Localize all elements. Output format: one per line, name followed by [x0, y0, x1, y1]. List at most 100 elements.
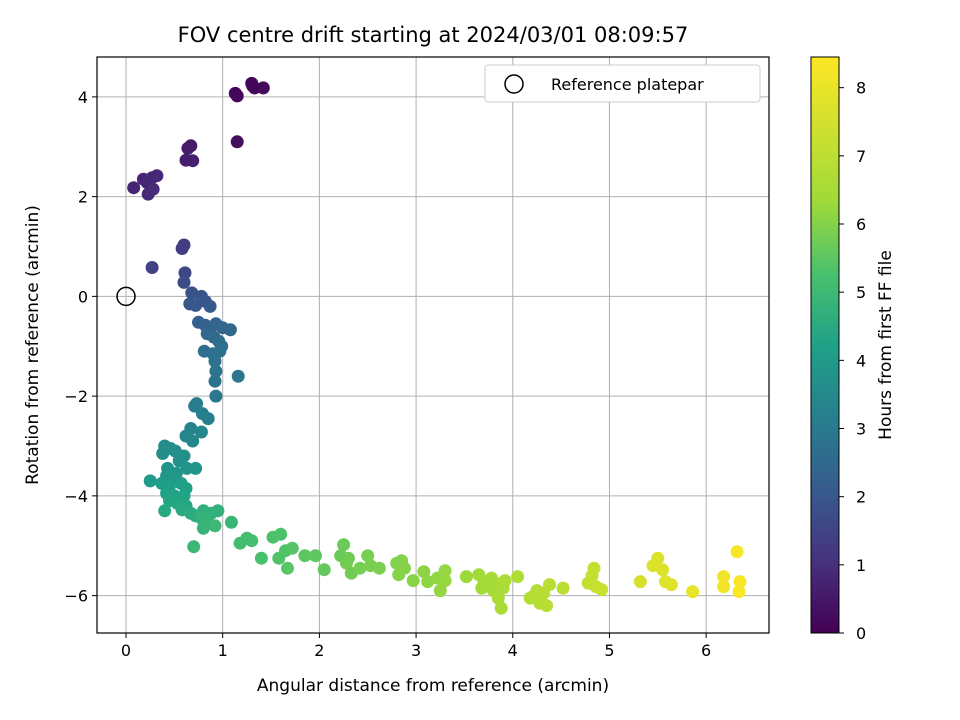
data-point	[511, 570, 525, 584]
grid-lines	[97, 57, 769, 633]
colorbar-tick-label: 3	[856, 420, 866, 439]
data-point	[406, 574, 420, 588]
y-tick-label: −6	[64, 587, 88, 606]
data-point	[274, 527, 288, 541]
data-point	[213, 344, 227, 358]
data-point	[146, 182, 160, 196]
data-point	[372, 561, 386, 575]
colorbar-tick-label: 5	[856, 283, 866, 302]
data-point	[656, 563, 670, 577]
colorbar-tick-label: 0	[856, 624, 866, 643]
data-point	[353, 561, 367, 575]
data-point	[298, 549, 312, 563]
y-tick-label: 4	[78, 88, 88, 107]
colorbar-tick-label: 6	[856, 215, 866, 234]
data-point	[285, 541, 299, 555]
data-point	[717, 570, 731, 584]
x-tick-label: 5	[604, 641, 614, 660]
data-point	[730, 545, 744, 559]
data-point	[433, 584, 447, 598]
data-point	[651, 551, 665, 565]
data-point	[540, 599, 554, 613]
data-point	[156, 447, 170, 460]
data-point	[633, 575, 647, 589]
y-axis-ticks: 4 2 0 −2 −4 −6	[64, 88, 97, 606]
reference-platepar-marker	[116, 286, 136, 307]
scatter-points	[127, 76, 747, 615]
data-point	[543, 578, 556, 592]
data-point	[281, 561, 294, 575]
x-tick-label: 1	[218, 641, 228, 660]
data-point	[223, 323, 237, 337]
data-point	[211, 504, 225, 518]
data-point	[732, 585, 746, 599]
data-point	[556, 581, 570, 595]
data-point	[340, 556, 353, 570]
data-point	[230, 135, 244, 149]
data-point	[189, 298, 203, 312]
legend-box	[484, 64, 761, 103]
data-point	[208, 354, 222, 368]
data-point	[186, 434, 200, 448]
data-point	[196, 521, 210, 535]
data-point	[717, 580, 731, 594]
x-tick-label: 3	[411, 641, 421, 660]
colorbar-tick-label: 4	[856, 351, 866, 370]
data-point	[194, 425, 208, 439]
legend-marker	[504, 74, 524, 94]
data-point	[143, 474, 157, 488]
data-point	[664, 578, 678, 592]
x-tick-label: 2	[314, 641, 324, 660]
data-point	[361, 549, 375, 563]
data-point	[392, 568, 406, 582]
data-point	[208, 374, 222, 388]
data-point	[150, 169, 164, 183]
data-point	[187, 540, 201, 554]
data-point	[417, 565, 431, 579]
colorbar-tick-label: 1	[856, 556, 866, 575]
data-point	[203, 299, 217, 313]
data-point	[438, 574, 452, 588]
data-point	[189, 461, 203, 475]
data-point	[733, 575, 747, 589]
data-point	[178, 266, 192, 280]
data-point	[231, 369, 245, 383]
legend: Reference platepar	[484, 64, 761, 103]
data-point	[209, 364, 223, 378]
data-point	[438, 564, 452, 578]
data-point	[145, 261, 159, 274]
chart-title: FOV centre drift starting at 2024/03/01 …	[178, 23, 689, 47]
data-point	[186, 154, 200, 168]
colorbar: 0 1 2 3 4 5 6 7 8 Hours from first FF file	[810, 56, 896, 643]
data-point	[181, 141, 195, 155]
data-point	[459, 570, 473, 584]
data-point	[498, 574, 512, 588]
data-point	[246, 79, 260, 93]
data-point	[230, 89, 244, 103]
x-axis-label: Angular distance from reference (arcmin)	[257, 676, 609, 696]
data-point	[201, 412, 215, 426]
y-tick-label: 2	[78, 188, 88, 207]
data-point	[256, 81, 270, 95]
data-point	[309, 549, 322, 563]
y-axis-label: Rotation from reference (arcmin)	[23, 205, 43, 485]
data-point	[224, 515, 238, 529]
data-point	[158, 504, 172, 518]
data-point	[175, 242, 189, 255]
data-point	[587, 561, 601, 575]
data-point	[337, 538, 351, 552]
legend-label: Reference platepar	[551, 75, 704, 94]
colorbar-ticks: 0 1 2 3 4 5 6 7 8	[839, 79, 866, 643]
data-point	[245, 534, 259, 548]
data-point	[127, 181, 141, 195]
y-tick-label: −2	[64, 387, 88, 406]
x-tick-label: 4	[508, 641, 518, 660]
x-axis-ticks: 0 1 2 3 4 5 6	[121, 633, 711, 660]
colorbar-gradient	[810, 56, 840, 634]
y-tick-label: 0	[78, 287, 88, 306]
data-point	[317, 563, 331, 577]
colorbar-tick-label: 8	[856, 79, 866, 98]
colorbar-tick-label: 2	[856, 488, 866, 507]
y-tick-label: −4	[64, 487, 88, 506]
